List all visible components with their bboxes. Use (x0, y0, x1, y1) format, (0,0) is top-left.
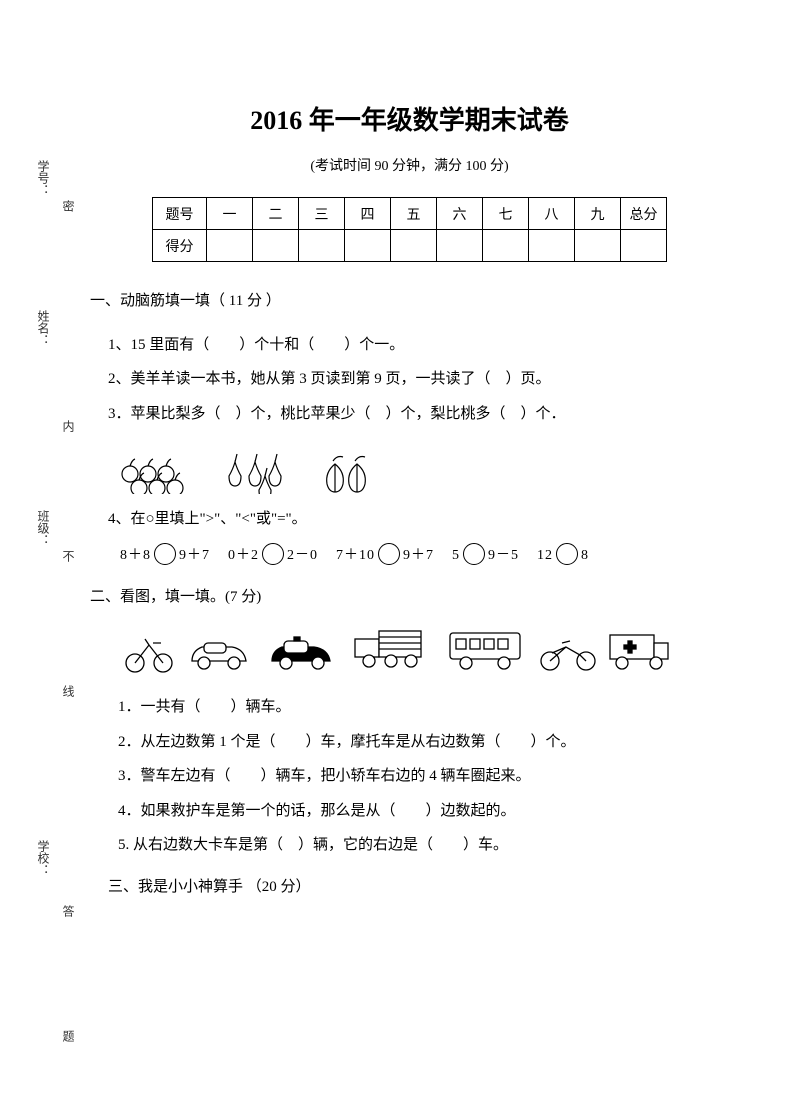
cmp-b: 9＋7 (403, 548, 434, 563)
circle-icon (556, 543, 578, 565)
cmp-a: 5 (452, 548, 460, 563)
score-cell (437, 230, 483, 262)
fruit-illustration (120, 439, 729, 494)
score-cell (391, 230, 437, 262)
th-7: 七 (483, 198, 529, 230)
score-cell (621, 230, 667, 262)
th-2: 二 (253, 198, 299, 230)
th-9: 九 (575, 198, 621, 230)
circle-icon (154, 543, 176, 565)
th-8: 八 (529, 198, 575, 230)
score-cell (207, 230, 253, 262)
compare-row: 8＋8 9＋7 0＋2 2－0 7＋10 9＋7 5 9－5 12 8 (120, 543, 729, 565)
seal-char-4: 线 (60, 685, 77, 697)
circle-icon (463, 543, 485, 565)
seal-char-3: 不 (60, 550, 77, 562)
side-label-id: 学号： (35, 160, 52, 196)
q1-4: 4、在○里填上">"、"<"或"="。 (108, 502, 729, 537)
cmp-b: 2－0 (287, 548, 318, 563)
cmp-a: 7＋10 (336, 548, 375, 563)
seal-char-6: 题 (60, 1030, 77, 1042)
q1-2: 2、美羊羊读一本书，她从第 3 页读到第 9 页，一共读了（ ）页。 (108, 362, 729, 397)
seal-char-1: 密 (60, 200, 77, 212)
circle-icon (378, 543, 400, 565)
th-1: 一 (207, 198, 253, 230)
score-cell (299, 230, 345, 262)
cmp-b: 8 (581, 548, 589, 563)
q2-2: 2．从左边数第 1 个是（ ）车，摩托车是从右边数第（ ）个。 (118, 725, 729, 760)
score-label: 得分 (153, 230, 207, 262)
page-title: 2016 年一年级数学期末试卷 (90, 100, 729, 137)
cmp-b: 9＋7 (179, 548, 210, 563)
th-6: 六 (437, 198, 483, 230)
th-3: 三 (299, 198, 345, 230)
section-1-heading: 一、动脑筋填一填（ 11 分 ） (90, 287, 729, 316)
seal-char-5: 答 (60, 905, 77, 917)
th-5: 五 (391, 198, 437, 230)
q2-5: 5. 从右边数大卡车是第（ ）辆，它的右边是（ ）车。 (118, 828, 729, 863)
q2-3: 3．警车左边有（ ）辆车，把小轿车右边的 4 辆车圈起来。 (118, 759, 729, 794)
score-cell (483, 230, 529, 262)
score-cell (575, 230, 621, 262)
side-label-school: 学校： (35, 840, 52, 876)
th-label: 题号 (153, 198, 207, 230)
q1-3: 3．苹果比梨多（ ）个，桃比苹果少（ ）个，梨比桃多（ ）个． (108, 397, 729, 432)
score-cell (529, 230, 575, 262)
section-2-heading: 二、看图，填一填。(7 分) (90, 583, 729, 612)
cmp-b: 9－5 (488, 548, 519, 563)
score-table: 题号 一 二 三 四 五 六 七 八 九 总分 得分 (152, 197, 667, 262)
page-subtitle: (考试时间 90 分钟，满分 100 分) (90, 155, 729, 175)
side-label-class: 班级： (35, 510, 52, 546)
side-label-name: 姓名： (35, 310, 52, 346)
circle-icon (262, 543, 284, 565)
q1-1: 1、15 里面有（ ）个十和（ ）个一。 (108, 328, 729, 363)
th-4: 四 (345, 198, 391, 230)
score-cell (345, 230, 391, 262)
seal-char-2: 内 (60, 420, 77, 432)
cmp-a: 0＋2 (228, 548, 259, 563)
vehicle-illustration (120, 623, 729, 678)
q2-1: 1．一共有（ ）辆车。 (118, 690, 729, 725)
th-total: 总分 (621, 198, 667, 230)
cmp-a: 12 (537, 548, 553, 563)
section-3-heading: 三、我是小小神算手 （20 分） (108, 873, 729, 902)
q2-4: 4．如果救护车是第一个的话，那么是从（ ）边数起的。 (118, 794, 729, 829)
score-cell (253, 230, 299, 262)
cmp-a: 8＋8 (120, 548, 151, 563)
